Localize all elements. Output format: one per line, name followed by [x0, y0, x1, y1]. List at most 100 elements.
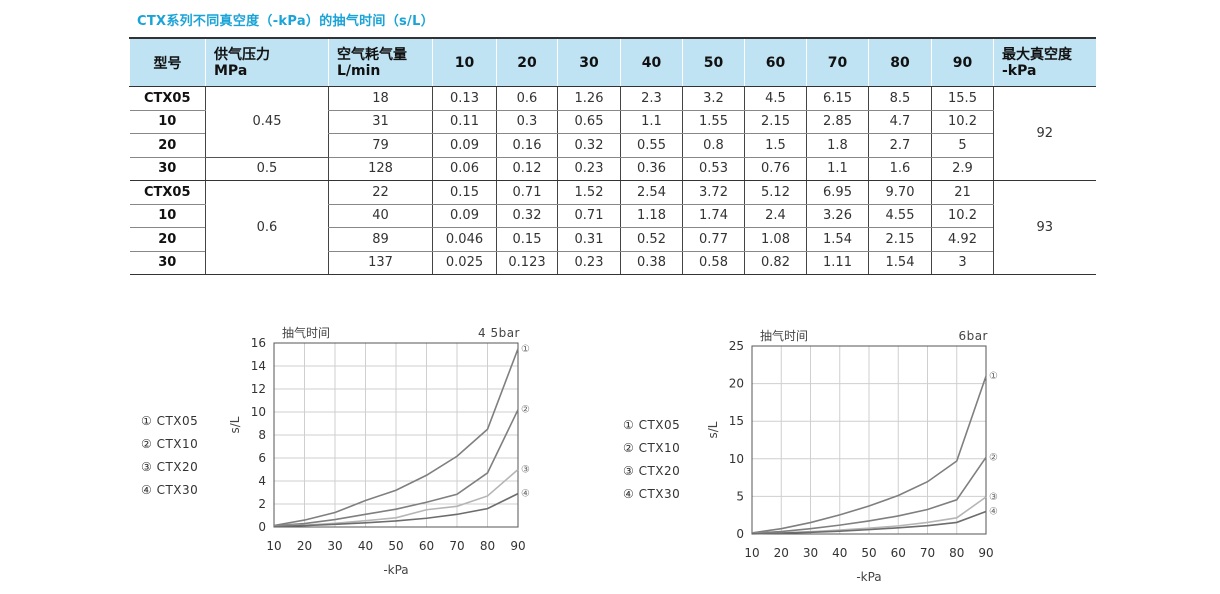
column-header: 30 — [557, 37, 621, 87]
time-cell: 1.54 — [806, 227, 869, 252]
time-cell: 0.09 — [432, 133, 497, 158]
time-cell: 0.53 — [682, 157, 745, 181]
x-tick-label: 10 — [266, 539, 281, 553]
time-cell: 0.76 — [744, 157, 807, 181]
time-cell: 1.1 — [806, 157, 869, 181]
time-cell: 1.5 — [744, 133, 807, 158]
time-cell: 0.32 — [496, 204, 558, 228]
time-cell: 2.15 — [868, 227, 932, 252]
time-cell: 0.71 — [557, 204, 621, 228]
plot-frame — [273, 342, 519, 528]
legend-item: ④ CTX30 — [141, 483, 199, 497]
y-tick-label: 5 — [736, 489, 744, 503]
series-label: ④ — [521, 489, 530, 500]
time-cell: 1.54 — [868, 251, 932, 275]
y-tick-label: 25 — [729, 339, 744, 353]
time-cell: 1.18 — [620, 204, 683, 228]
time-cell: 4.92 — [931, 227, 994, 252]
y-tick-label: 16 — [251, 336, 266, 350]
time-cell: 1.1 — [620, 110, 683, 134]
time-cell: 0.52 — [620, 227, 683, 252]
flow-cell: 31 — [328, 110, 433, 134]
chart2-legend: ① CTX05 ② CTX10 ③ CTX20 ④ CTX30 — [623, 418, 680, 510]
model-cell: 30 — [129, 157, 206, 181]
model-cell: 20 — [129, 133, 206, 158]
series-line-2 — [273, 409, 519, 527]
chart1-legend: ① CTX05 ② CTX10 ③ CTX20 ④ CTX30 — [141, 414, 198, 506]
time-cell: 3.72 — [682, 180, 745, 205]
legend-item: ② CTX10 — [623, 441, 681, 455]
time-cell: 0.31 — [557, 227, 621, 252]
column-header: 70 — [806, 37, 869, 87]
model-cell: 10 — [129, 110, 206, 134]
series-label: ② — [989, 452, 998, 463]
time-cell: 4.55 — [868, 204, 932, 228]
time-cell: 1.74 — [682, 204, 745, 228]
column-header: 空气耗气量 L/min — [328, 37, 433, 87]
time-cell: 9.70 — [868, 180, 932, 205]
time-cell: 3.2 — [682, 86, 745, 111]
flow-cell: 128 — [328, 157, 433, 181]
x-tick-label: 40 — [832, 546, 847, 560]
time-cell: 0.32 — [557, 133, 621, 158]
model-cell: 20 — [129, 227, 206, 252]
time-cell: 1.55 — [682, 110, 745, 134]
table-row: 30 137 0.025 0.123 0.23 0.38 0.58 0.82 1.11 1.54 3 — [129, 251, 1096, 275]
table-header-row: 型号 供气压力 MPa 空气耗气量 L/min 10 20 30 40 50 60 70 80 90 最大真… — [129, 37, 1096, 87]
time-cell: 2.9 — [931, 157, 994, 181]
x-tick-label: 40 — [358, 539, 373, 553]
x-tick-label: 50 — [861, 546, 876, 560]
time-cell: 5.12 — [744, 180, 807, 205]
time-cell: 1.52 — [557, 180, 621, 205]
table-row: 20 89 0.046 0.15 0.31 0.52 0.77 1.08 1.54 2.15 4.9… — [129, 227, 1096, 252]
time-cell: 0.3 — [496, 110, 558, 134]
pressure-cell: 0.45 — [205, 86, 329, 158]
column-header: 10 — [432, 37, 497, 87]
column-header: 90 — [931, 37, 994, 87]
time-cell: 2.7 — [868, 133, 932, 158]
chart-4-5bar: 0 2 4 6 8 10 12 14 16 10 20 30 40 50 60 70 80 90 抽气时间 4 5ba… — [230, 325, 530, 577]
time-cell: 0.025 — [432, 251, 497, 275]
flow-cell: 89 — [328, 227, 433, 252]
y-tick-label: 20 — [729, 377, 744, 391]
time-cell: 4.7 — [868, 110, 932, 134]
time-cell: 2.85 — [806, 110, 869, 134]
flow-cell: 18 — [328, 86, 433, 111]
x-tick-label: 50 — [388, 539, 403, 553]
table-row: CTX05 0.45 18 0.13 0.6 1.26 2.3 3.2 4.5 6.15 8.5 15… — [129, 86, 1096, 181]
series-label: ① — [989, 371, 998, 382]
time-cell: 3 — [931, 251, 994, 275]
time-cell: 21 — [931, 180, 994, 205]
column-header: 50 — [682, 37, 745, 87]
column-header: 80 — [868, 37, 932, 87]
y-tick-label: 14 — [251, 359, 266, 373]
legend-item: ③ CTX20 — [623, 464, 681, 478]
time-cell: 0.55 — [620, 133, 683, 158]
table-row: 10 40 0.09 0.32 0.71 1.18 1.74 2.4 3.26 4.55 10.2 — [129, 204, 1096, 228]
time-cell: 10.2 — [931, 110, 994, 134]
column-header: 60 — [744, 37, 807, 87]
time-cell: 1.26 — [557, 86, 621, 111]
page-title: CTX系列不同真空度（-kPa）的抽气时间（s/L） — [137, 14, 434, 29]
plot-frame — [751, 345, 987, 535]
time-cell: 0.36 — [620, 157, 683, 181]
y-tick-label: 4 — [258, 474, 266, 488]
x-tick-label: 70 — [920, 546, 935, 560]
flow-cell: 22 — [328, 180, 433, 205]
time-cell: 0.11 — [432, 110, 497, 134]
pressure-cell: 0.6 — [205, 180, 329, 275]
table-row: 30 0.5 128 0.06 0.12 0.23 0.36 0.53 0.76 1.1 1.6 2.… — [129, 157, 1096, 181]
y-tick-label: 12 — [251, 382, 266, 396]
flow-cell: 137 — [328, 251, 433, 275]
series-line-1 — [273, 348, 519, 527]
column-header: 供气压力 MPa — [205, 37, 329, 87]
series-label: ② — [521, 405, 530, 416]
y-tick-label: 6 — [258, 451, 266, 465]
y-tick-label: 10 — [729, 452, 744, 466]
column-header: 最大真空度 -kPa — [993, 37, 1096, 87]
column-header: 40 — [620, 37, 683, 87]
x-tick-label: 20 — [774, 546, 789, 560]
chart-6bar: 0 5 10 15 20 25 10 20 30 40 50 60 70 80 90 抽气时间 6bar -kPa… — [708, 328, 998, 584]
x-tick-label: 60 — [419, 539, 434, 553]
x-tick-label: 10 — [744, 546, 759, 560]
